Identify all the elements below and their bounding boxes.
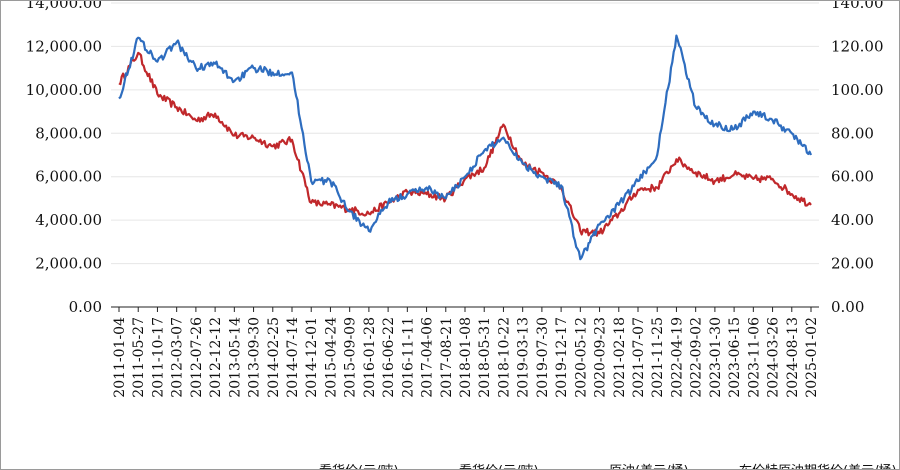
x-tick-label: 2012-12-12 <box>208 317 224 398</box>
y-right-tick-label: 140.00 <box>831 1 884 12</box>
x-tick-label: 2011-01-04 <box>112 317 128 398</box>
series-layer <box>118 34 813 261</box>
x-tick-label: 2018-10-22 <box>496 317 512 398</box>
x-tick-label: 2015-04-24 <box>323 317 339 398</box>
y-left-tick-label: 10,000.00 <box>26 81 102 99</box>
y-axis-right-labels: 0.00 20.00 40.00 60.00 80.00 100.00 120.00 140.… <box>831 1 884 316</box>
legend-label: 布伦特原油期货价(美元/桶) <box>739 463 897 469</box>
y-right-tick-label: 0.00 <box>831 298 864 316</box>
x-tick-label: 2022-09-02 <box>689 317 705 398</box>
x-tick-label: 2011-05-27 <box>131 317 147 398</box>
x-tick-label: 2012-07-26 <box>189 317 205 398</box>
x-tick-label: 2018-01-08 <box>458 317 474 398</box>
y-right-tick-label: 40.00 <box>831 211 874 229</box>
x-tick-label: 2011-10-17 <box>150 317 166 398</box>
x-axis <box>111 306 819 312</box>
x-tick-label: 2023-01-30 <box>708 317 724 398</box>
x-tick-label: 2014-02-25 <box>266 317 282 398</box>
x-tick-label: 2020-09-23 <box>593 317 609 398</box>
y-right-tick-label: 80.00 <box>831 124 874 142</box>
y-right-tick-label: 100.00 <box>831 81 884 99</box>
y-left-tick-label: 6,000.00 <box>35 168 102 186</box>
y-axis-left-labels: 0.00 2,000.00 4,000.00 6,000.00 8,000.00 10,0… <box>26 1 102 316</box>
x-tick-label: 2013-05-14 <box>227 317 243 398</box>
x-tick-label: 2014-07-14 <box>285 317 301 398</box>
gridlines <box>111 2 819 265</box>
x-tick-label: 2025-01-02 <box>804 317 820 398</box>
x-tick-label: 2021-02-18 <box>612 317 628 398</box>
x-tick-label: 2021-07-07 <box>631 317 647 398</box>
x-tick-label: 2014-12-01 <box>304 317 320 398</box>
x-tick-label: 2024-03-26 <box>766 317 782 398</box>
y-left-tick-label: 2,000.00 <box>35 255 102 273</box>
x-tick-label: 2016-01-28 <box>362 317 378 398</box>
x-tick-label: 2023-11-06 <box>746 317 762 398</box>
x-tick-label: 2024-08-13 <box>785 317 801 398</box>
x-tick-label: 2019-03-13 <box>516 317 532 398</box>
y-left-tick-label: 4,000.00 <box>35 211 102 229</box>
series-line-2 <box>118 34 813 261</box>
x-tick-label: 2021-11-25 <box>650 317 666 398</box>
x-tick-label: 2015-09-09 <box>343 317 359 398</box>
x-tick-label: 2018-05-31 <box>477 317 493 398</box>
x-tick-label: 2017-08-21 <box>439 317 455 398</box>
y-right-tick-label: 60.00 <box>831 168 874 186</box>
y-right-tick-label: 120.00 <box>831 37 884 55</box>
x-axis-labels: 2011-01-04 2011-05-27 2011-10-17 2012-03-07… <box>112 317 820 398</box>
legend: 看货价(元/吨) 看货价(元/吨) 原油(美元/桶) 布伦特原油期货价(美元/桶) <box>319 463 897 469</box>
x-tick-label: 2022-04-19 <box>669 317 685 398</box>
x-tick-label: 2012-03-07 <box>170 317 186 398</box>
y-left-tick-label: 14,000.00 <box>26 1 102 12</box>
y-right-tick-label: 20.00 <box>831 255 874 273</box>
x-tick-label: 2023-06-15 <box>727 317 743 398</box>
y-left-tick-label: 12,000.00 <box>26 37 102 55</box>
x-tick-label: 2016-06-22 <box>381 317 397 398</box>
y-left-tick-label: 8,000.00 <box>35 124 102 142</box>
x-tick-label: 2019-12-17 <box>554 317 570 398</box>
legend-label: 原油(美元/桶) <box>609 464 689 469</box>
x-tick-label: 2013-09-30 <box>247 317 263 398</box>
y-left-tick-label: 0.00 <box>69 298 102 316</box>
x-tick-label: 2017-04-06 <box>420 317 436 398</box>
x-tick-label: 2019-07-30 <box>535 317 551 398</box>
series-line-1 <box>118 51 812 237</box>
x-tick-label: 2020-05-12 <box>573 317 589 398</box>
legend-label: 看货价(元/吨) <box>459 463 539 469</box>
legend-label: 看货价(元/吨) <box>319 463 399 469</box>
x-tick-label: 2016-11-11 <box>400 317 416 398</box>
